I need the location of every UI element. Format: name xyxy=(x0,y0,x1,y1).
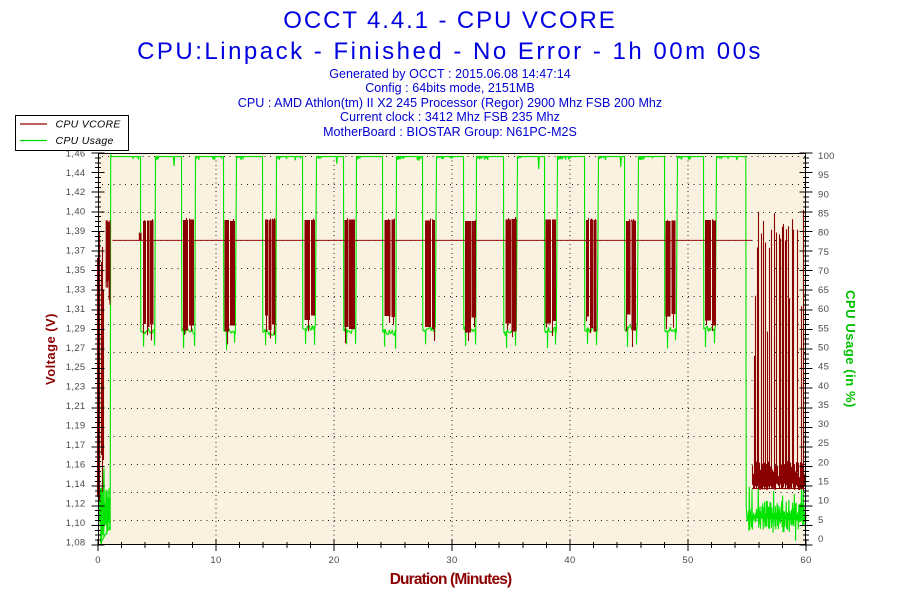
svg-text:1,16: 1,16 xyxy=(66,460,86,471)
svg-text:1,10: 1,10 xyxy=(66,518,86,529)
svg-text:90: 90 xyxy=(818,189,829,200)
svg-text:1,35: 1,35 xyxy=(66,265,86,276)
svg-text:1,17: 1,17 xyxy=(66,440,86,451)
svg-text:50: 50 xyxy=(818,343,829,354)
svg-text:30: 30 xyxy=(446,555,457,566)
svg-text:1,42: 1,42 xyxy=(66,187,86,198)
svg-text:1,33: 1,33 xyxy=(66,285,86,296)
svg-text:1,14: 1,14 xyxy=(66,479,86,490)
svg-text:0: 0 xyxy=(818,534,824,545)
svg-text:1,19: 1,19 xyxy=(66,421,86,432)
svg-text:85: 85 xyxy=(818,208,829,219)
svg-text:5: 5 xyxy=(818,515,824,526)
svg-text:1,46: 1,46 xyxy=(66,148,86,159)
svg-text:1,25: 1,25 xyxy=(66,362,86,373)
svg-text:CPU VCORE: CPU VCORE xyxy=(56,119,122,131)
svg-text:80: 80 xyxy=(818,228,829,239)
svg-text:1,39: 1,39 xyxy=(66,226,86,237)
svg-text:0: 0 xyxy=(95,555,101,566)
svg-text:CPU Usage: CPU Usage xyxy=(56,135,114,147)
svg-text:1,31: 1,31 xyxy=(66,304,86,315)
svg-text:55: 55 xyxy=(818,323,829,334)
svg-text:1,23: 1,23 xyxy=(66,382,86,393)
svg-text:Voltage (V): Voltage (V) xyxy=(43,313,58,385)
svg-text:40: 40 xyxy=(818,381,829,392)
svg-text:65: 65 xyxy=(818,285,829,296)
svg-text:CPU Usage (in %): CPU Usage (in %) xyxy=(843,290,858,408)
svg-text:45: 45 xyxy=(818,362,829,373)
svg-text:95: 95 xyxy=(818,170,829,181)
svg-text:1,08: 1,08 xyxy=(66,537,86,548)
svg-text:75: 75 xyxy=(818,247,829,258)
svg-text:20: 20 xyxy=(328,555,339,566)
svg-text:40: 40 xyxy=(564,555,575,566)
svg-text:15: 15 xyxy=(818,477,829,488)
svg-text:10: 10 xyxy=(818,496,829,507)
svg-text:60: 60 xyxy=(800,555,811,566)
svg-text:1,21: 1,21 xyxy=(66,401,86,412)
svg-text:1,27: 1,27 xyxy=(66,343,86,354)
svg-text:70: 70 xyxy=(818,266,829,277)
svg-text:50: 50 xyxy=(682,555,693,566)
svg-text:30: 30 xyxy=(818,419,829,430)
svg-text:1,37: 1,37 xyxy=(66,246,86,257)
svg-text:35: 35 xyxy=(818,400,829,411)
svg-text:20: 20 xyxy=(818,457,829,468)
svg-text:1,12: 1,12 xyxy=(66,498,86,509)
svg-text:1,44: 1,44 xyxy=(66,168,86,179)
svg-text:100: 100 xyxy=(818,151,835,162)
svg-text:Duration (Minutes): Duration (Minutes) xyxy=(390,571,512,588)
svg-text:1,29: 1,29 xyxy=(66,323,86,334)
svg-text:1,40: 1,40 xyxy=(66,207,86,218)
svg-text:10: 10 xyxy=(210,555,221,566)
svg-text:60: 60 xyxy=(818,304,829,315)
svg-text:25: 25 xyxy=(818,438,829,449)
